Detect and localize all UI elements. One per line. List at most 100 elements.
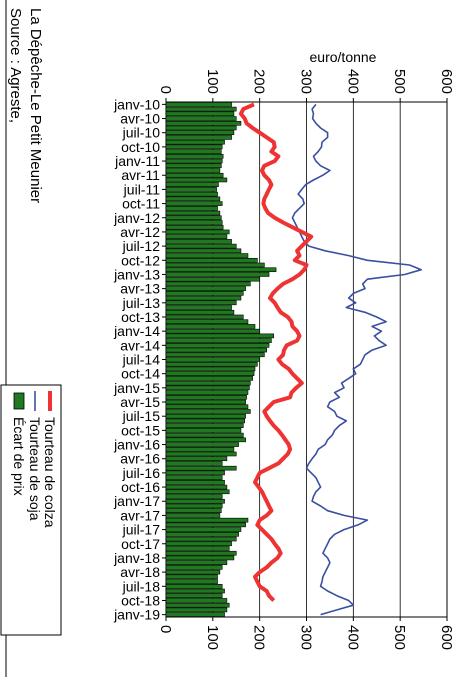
bar-ecart-de-prix [165,480,225,485]
category-tick-label: janv-16 [113,437,160,453]
value-tick-label-left: 600 [438,69,455,94]
bar-ecart-de-prix [165,409,251,414]
value-tick-label-right: 500 [391,625,408,650]
category-tick-label: avr-16 [120,451,160,467]
bar-ecart-de-prix [165,513,221,518]
category-tick-label: avr-15 [120,394,160,410]
bar-ecart-de-prix [165,583,223,589]
bar-ecart-de-prix [165,498,225,504]
category-tick-label: oct-17 [121,536,160,552]
bar-ecart-de-prix [165,456,228,462]
bar-ecart-de-prix [165,550,237,556]
bar-ecart-de-prix [165,428,242,433]
value-tick-label-left: 500 [391,69,408,94]
bar-ecart-de-prix [165,451,237,457]
bar-ecart-de-prix [165,517,249,523]
bar-ecart-de-prix [165,120,242,126]
bar-ecart-de-prix [165,196,221,202]
bar-ecart-de-prix [165,248,242,254]
bar-ecart-de-prix [165,399,246,405]
bar-ecart-de-prix [165,546,230,551]
category-tick-label: janv-15 [113,380,160,396]
bar-ecart-de-prix [165,536,237,542]
value-tick-label-right: 600 [438,625,455,650]
source-note: Source : Agreste, [7,8,24,123]
bar-ecart-de-prix [165,229,230,235]
bar-ecart-de-prix [165,291,244,296]
bar-ecart-de-prix [165,461,223,466]
bar-ecart-de-prix [165,300,237,306]
bar-ecart-de-prix [165,569,221,575]
value-tick-label-left: 300 [298,69,315,94]
line-tourteau-de-soja [291,103,423,616]
bar-ecart-de-prix [165,333,275,339]
category-tick-label: juil-17 [122,522,161,538]
bar-ecart-de-prix [165,380,251,386]
bar-ecart-de-prix [165,168,221,173]
bar-ecart-de-prix [165,257,258,263]
bar-ecart-de-prix [165,144,223,150]
bar-ecart-de-prix [165,130,235,136]
category-tick-label: juil-13 [122,295,161,311]
category-tick-label: avr-12 [120,224,160,240]
bar-ecart-de-prix [165,347,267,353]
category-tick-label: juil-12 [122,238,161,254]
bar-ecart-de-prix [165,182,219,187]
bar-ecart-de-prix [165,574,218,580]
bar-ecart-de-prix [165,607,228,613]
category-tick-label: oct-16 [121,479,160,495]
bar-ecart-de-prix [165,314,244,320]
bar-ecart-de-prix [165,446,235,452]
bar-ecart-de-prix [165,116,237,121]
category-tick-label: juil-14 [122,352,161,368]
bar-ecart-de-prix [165,484,228,490]
bar-ecart-de-prix [165,437,246,443]
bar-ecart-de-prix [165,541,232,547]
bar-ecart-de-prix [165,187,217,192]
category-tick-label: janv-10 [113,96,160,112]
bar-ecart-de-prix [165,305,232,310]
bar-ecart-de-prix [165,253,249,258]
bar-ecart-de-prix [165,598,228,603]
bar-ecart-de-prix [165,503,223,509]
bar-ecart-de-prix [165,522,246,528]
bar-ecart-de-prix [165,532,239,537]
bar-ecart-de-prix [165,267,277,273]
bar-ecart-de-prix [165,177,228,183]
bar-ecart-de-prix [165,366,256,372]
bar-ecart-de-prix [165,565,223,570]
bar-ecart-de-prix [165,432,244,438]
category-tick-label: avr-18 [120,564,160,580]
bar-ecart-de-prix [165,465,237,471]
bar-ecart-de-prix [165,220,223,225]
bar-ecart-de-prix [165,361,258,367]
bar-ecart-de-prix [165,111,235,117]
bar-ecart-de-prix [165,276,260,282]
bar-ecart-de-prix [165,102,232,107]
category-tick-label: janv-13 [113,266,160,282]
value-axis-title: euro/tonne [310,49,377,65]
category-tick-label: oct-10 [121,139,160,155]
category-tick-label: janv-19 [113,607,160,623]
bar-ecart-de-prix [165,470,225,476]
bar-ecart-de-prix [165,262,265,268]
category-tick-label: juil-15 [122,408,161,424]
category-tick-label: janv-18 [113,550,160,566]
bar-ecart-de-prix [165,588,225,594]
bar-ecart-de-prix [165,205,218,211]
bar-ecart-de-prix [165,343,270,348]
bar-ecart-de-prix [165,125,237,131]
bar-ecart-de-prix [165,163,222,169]
bar-ecart-de-prix [165,215,222,221]
bar-ecart-de-prix [165,243,237,249]
bar-ecart-de-prix [165,612,225,617]
category-tick-label: oct-18 [121,592,160,608]
bar-ecart-de-prix [165,191,218,197]
category-tick-label: oct-13 [121,309,160,325]
category-tick-label: janv-12 [113,210,160,226]
value-tick-label-left: 200 [251,69,268,94]
value-tick-label-right: 300 [298,625,315,650]
category-tick-label: oct-11 [122,196,160,212]
category-tick-label: juil-10 [122,125,161,141]
